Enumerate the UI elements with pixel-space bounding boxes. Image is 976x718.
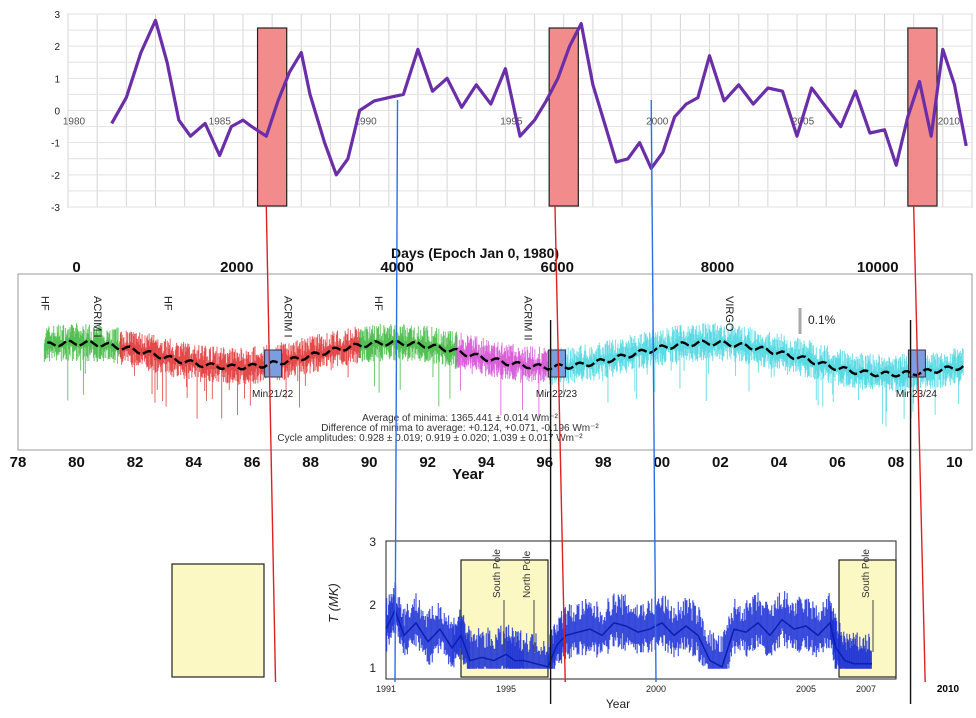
top-y-tick-label: 2	[54, 42, 60, 53]
instrument-label: HF	[161, 296, 173, 311]
instrument-label: ACRIM I	[281, 296, 293, 338]
instrument-label: HF	[372, 296, 384, 311]
year-tick-label: 06	[829, 454, 846, 471]
temperature-y-tick-label: 3	[369, 535, 376, 549]
top-x-tick-label: 1980	[63, 117, 86, 128]
top-x-tick-label: 1995	[500, 117, 523, 128]
days-tick-label: 8000	[701, 259, 734, 276]
year-tick-label: 80	[68, 454, 85, 471]
temperature-x-tick-label: 2005	[796, 684, 816, 694]
temperature-panel: South Pole North Pole South Pole 321 1991 1…	[171, 535, 960, 711]
temperature-y-tick-label: 1	[369, 661, 376, 675]
year-tick-labels: 78 80 82 84 86 88 90 92 94 96 98 00 02 04 06 08 10	[10, 454, 963, 471]
label-2010: 2010	[937, 684, 960, 695]
top-grid	[67, 13, 973, 208]
temperature-series	[385, 582, 872, 669]
minimum-label: Min23/24	[896, 389, 938, 400]
days-tick-label: 10000	[857, 259, 899, 276]
year-tick-label: 08	[888, 454, 905, 471]
year-tick-label: 86	[244, 454, 261, 471]
days-tick-label: 2000	[220, 259, 253, 276]
annotation-amplitudes: Cycle amplitudes: 0.928 ± 0.019; 0.919 ±…	[277, 433, 583, 444]
top-highlight-boxes	[256, 27, 938, 207]
temperature-line	[385, 608, 872, 668]
minimum-label: Min21/22	[252, 389, 294, 400]
instrument-label: VIRGO	[723, 296, 735, 332]
pole-label: South Pole	[861, 549, 872, 598]
instrument-label: ACRIM I	[91, 296, 103, 338]
year-tick-label: 92	[419, 454, 436, 471]
temperature-y-tick-label: 2	[369, 598, 376, 612]
temperature-y-tick-labels: 3 2 1	[369, 535, 376, 675]
year-tick-label: 10	[946, 454, 963, 471]
year-tick-label: 94	[478, 454, 495, 471]
year-tick-label: 00	[653, 454, 670, 471]
days-axis-title: Days (Epoch Jan 0, 1980)	[391, 245, 559, 261]
top-y-tick-label: -1	[51, 139, 60, 150]
top-y-tick-label: -2	[51, 171, 60, 182]
top-y-tick-label: -3	[51, 203, 60, 214]
days-tick-label: 6000	[541, 259, 574, 276]
top-x-tick-labels: 1980 1985 1990 1995 2000 2005 2010	[63, 117, 961, 128]
top-index-panel: 3 2 1 0 -1 -2 -3 1980 1985 1990 1995 2000 2005 2010	[51, 10, 973, 214]
temperature-x-tick-label: 2007	[856, 684, 876, 694]
temperature-x-tick-label: 1991	[376, 684, 396, 694]
minimum-box	[547, 349, 566, 378]
instrument-label: HF	[38, 296, 50, 311]
annotation-average: Average of minima: 1365.441 ± 0.014 Wm⁻²	[362, 413, 558, 424]
instrument-label: ACRIM II	[521, 296, 533, 341]
blue-marker-line	[394, 99, 399, 683]
minimum-box	[264, 349, 283, 378]
year-tick-label: 84	[185, 454, 202, 471]
minimum-label: Min22/23	[536, 389, 578, 400]
year-tick-label: 98	[595, 454, 612, 471]
tsi-composite-panel: Days (Epoch Jan 0, 1980) 0 2000 4000 6000 80…	[10, 245, 973, 483]
annotation-difference: Difference of minima to average: +0.124,…	[321, 423, 599, 434]
temperature-x-tick-label: 1995	[496, 684, 516, 694]
top-x-tick-label: 2010	[938, 117, 961, 128]
pole-annotations: South Pole North Pole South Pole	[492, 549, 874, 652]
red-marker-line	[554, 205, 566, 683]
top-x-tick-label: 1985	[209, 117, 232, 128]
top-y-tick-label: 3	[54, 10, 60, 21]
year-tick-label: 04	[771, 454, 788, 471]
year-tick-label: 88	[302, 454, 319, 471]
year-tick-label: 82	[127, 454, 144, 471]
top-y-tick-label: 0	[54, 107, 60, 118]
red-marker-line	[912, 205, 926, 683]
vertical-marker-lines	[265, 99, 926, 704]
instrument-labels: HF ACRIM I HF ACRIM I HF ACRIM II VIRGO	[38, 296, 735, 341]
top-y-tick-label: 1	[54, 74, 60, 85]
top-x-tick-label: 1990	[354, 117, 377, 128]
red-marker-line	[265, 205, 277, 683]
tsi-running-mean-line	[47, 339, 964, 378]
top-highlight-box	[548, 27, 579, 207]
year-tick-label: 96	[536, 454, 553, 471]
top-x-tick-label: 2000	[646, 117, 669, 128]
days-tick-label: 0	[72, 259, 80, 276]
temperature-y-axis-title: T (MK)	[326, 583, 341, 623]
days-axis-tick-labels: 0 2000 4000 6000 8000 10000	[72, 259, 898, 276]
top-y-tick-labels: 3 2 1 0 -1 -2 -3	[51, 10, 60, 214]
top-index-line	[110, 18, 968, 177]
temperature-x-tick-label: 2000	[646, 684, 666, 694]
top-highlight-box	[907, 27, 938, 207]
temperature-x-tick-labels: 1991 1995 2000 2005 2007	[376, 684, 876, 694]
temperature-x-axis-title: Year	[606, 697, 630, 711]
year-tick-label: 78	[10, 454, 27, 471]
scale-bar-label: 0.1%	[808, 313, 836, 327]
pole-label: North Pole	[522, 550, 533, 598]
top-x-tick-label: 2005	[792, 117, 815, 128]
year-tick-label: 90	[361, 454, 378, 471]
year-axis-title: Year	[452, 466, 484, 483]
blue-marker-line	[650, 99, 657, 683]
year-tick-label: 02	[712, 454, 729, 471]
pole-label: South Pole	[492, 549, 503, 598]
empty-yellow-box	[171, 563, 265, 678]
